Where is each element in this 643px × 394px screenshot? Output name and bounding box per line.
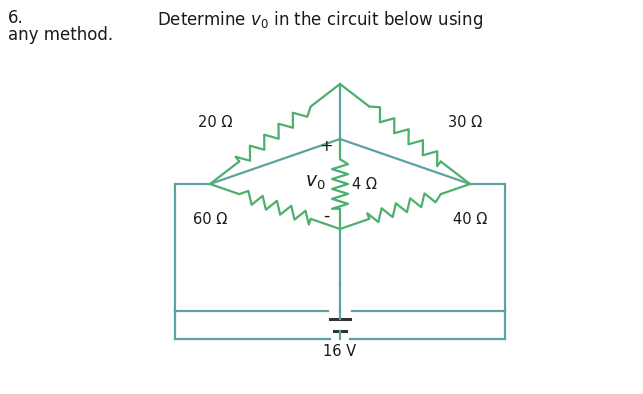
Text: $v_0$: $v_0$: [305, 173, 326, 191]
Text: Determine $v_0$ in the circuit below using: Determine $v_0$ in the circuit below usi…: [157, 9, 483, 31]
Text: 20 Ω: 20 Ω: [197, 115, 232, 130]
Text: any method.: any method.: [8, 26, 113, 44]
Text: 4 Ω: 4 Ω: [352, 177, 377, 191]
Text: 30 Ω: 30 Ω: [448, 115, 482, 130]
Text: 6.: 6.: [8, 9, 24, 27]
Text: 40 Ω: 40 Ω: [453, 212, 487, 227]
Text: 16 V: 16 V: [323, 344, 357, 359]
Text: +: +: [320, 139, 332, 154]
Text: -: -: [323, 207, 329, 225]
Text: 60 Ω: 60 Ω: [193, 212, 227, 227]
